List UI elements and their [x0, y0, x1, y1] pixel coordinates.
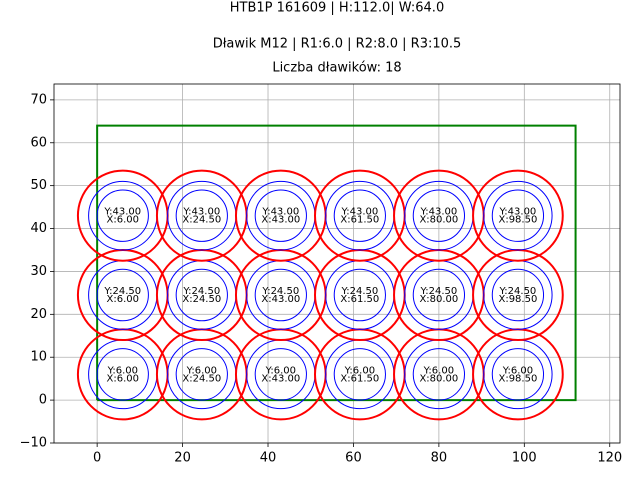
circle	[96, 348, 149, 401]
point-label: Y:24.50	[261, 286, 299, 297]
chart-title: HTB1P 161609 | H:112.0| W:64.0	[230, 1, 444, 16]
point-label: Y:24.50	[103, 286, 141, 297]
point-label: X:43.00	[261, 294, 300, 305]
circle	[491, 189, 545, 242]
circle	[472, 169, 564, 262]
x-tick-label: 80	[431, 451, 448, 466]
y-tick-label: 40	[30, 221, 47, 236]
chart-annotation: Liczba dławików: 18	[272, 61, 401, 76]
y-tick-label: −10	[20, 436, 47, 451]
point-label: Y:43.00	[182, 207, 220, 218]
circle	[254, 268, 307, 322]
point-label: X:61.50	[340, 373, 379, 384]
point-label: Y:6.00	[502, 365, 533, 376]
point-label: Y:24.50	[499, 286, 537, 297]
y-tick-label: 50	[30, 178, 47, 193]
point-label: X:43.00	[261, 215, 300, 226]
circle	[254, 348, 307, 401]
point-label: X:6.00	[107, 215, 140, 226]
point-label: Y:43.00	[103, 207, 141, 218]
circle	[254, 189, 307, 242]
x-tick-label: 40	[260, 451, 277, 466]
point-label: X:98.50	[498, 215, 537, 226]
x-tick-label: 20	[174, 451, 191, 466]
point-label: Y:6.00	[186, 365, 217, 376]
point-label: Y:43.00	[419, 207, 457, 218]
x-tick-label: 120	[597, 451, 622, 466]
circle	[175, 268, 228, 322]
point-label: X:24.50	[182, 294, 221, 305]
point-label: X:61.50	[340, 215, 379, 226]
circle	[96, 189, 149, 242]
point-label: Y:24.50	[419, 286, 457, 297]
point-label: Y:43.00	[261, 207, 299, 218]
y-tick-label: 0	[39, 393, 47, 408]
circle	[491, 268, 545, 322]
circle	[333, 189, 386, 242]
x-tick-label: 0	[93, 451, 101, 466]
x-tick-label: 60	[345, 451, 362, 466]
point-label: X:80.00	[419, 215, 458, 226]
point-label: X:6.00	[107, 294, 140, 305]
plot-frame	[53, 83, 621, 444]
circle	[175, 348, 228, 401]
circle	[483, 180, 553, 251]
point-label: Y:6.00	[423, 365, 454, 376]
x-tick-label: 100	[512, 451, 537, 466]
point-label: Y:43.00	[340, 207, 378, 218]
chart-subtitle: Dławik M12 | R1:6.0 | R2:8.0 | R3:10.5	[213, 37, 462, 52]
circle	[96, 268, 149, 322]
point-label: X:80.00	[419, 373, 458, 384]
circle	[412, 348, 466, 401]
point-label: Y:6.00	[107, 365, 138, 376]
point-label: X:24.50	[182, 215, 221, 226]
circle	[333, 348, 386, 401]
point-label: X:61.50	[340, 294, 379, 305]
point-label: X:24.50	[182, 373, 221, 384]
point-label: X:6.00	[107, 373, 140, 384]
point-label: Y:24.50	[340, 286, 378, 297]
y-tick-label: 70	[30, 92, 47, 107]
circle	[412, 189, 466, 242]
y-tick-label: 10	[30, 350, 47, 365]
point-label: Y:6.00	[344, 365, 375, 376]
point-label: X:98.50	[498, 294, 537, 305]
point-label: Y:24.50	[182, 286, 220, 297]
point-label: X:43.00	[261, 373, 300, 384]
circle	[412, 268, 466, 322]
y-tick-label: 30	[30, 264, 47, 279]
y-tick-label: 20	[30, 307, 47, 322]
circle	[491, 348, 545, 401]
point-label: X:80.00	[419, 294, 458, 305]
circle	[175, 189, 228, 242]
y-tick-label: 60	[30, 135, 47, 150]
point-label: Y:6.00	[265, 365, 296, 376]
circle	[333, 268, 386, 322]
point-label: Y:43.00	[499, 207, 537, 218]
point-label: X:98.50	[498, 373, 537, 384]
